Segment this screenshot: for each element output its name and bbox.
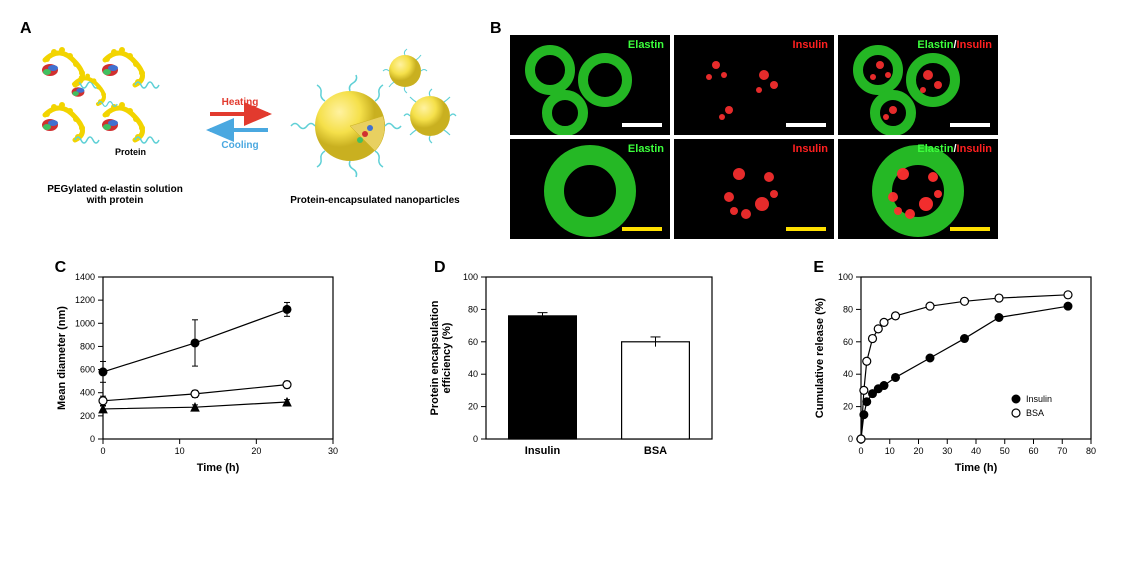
- panel-a: A: [20, 20, 470, 239]
- scale-bar: [786, 123, 826, 127]
- svg-text:80: 80: [468, 304, 478, 314]
- svg-text:20: 20: [251, 446, 261, 456]
- scale-bar: [622, 227, 662, 231]
- scale-bar: [950, 123, 990, 127]
- svg-text:60: 60: [843, 337, 853, 347]
- micro-label: Insulin: [793, 39, 828, 51]
- svg-text:Mean diameter (nm): Mean diameter (nm): [56, 306, 68, 410]
- svg-text:600: 600: [80, 365, 95, 375]
- panel-b: B Elastin Insulin: [490, 20, 1128, 239]
- micro-r1-merge: Elastin/Insulin: [838, 35, 998, 135]
- svg-text:10: 10: [885, 446, 895, 456]
- panel-c: C 0 10 20 30 0 200 400 600 800 1000 1200 1400 Time (…: [45, 259, 345, 479]
- svg-text:40: 40: [468, 369, 478, 379]
- svg-text:20: 20: [468, 402, 478, 412]
- micro-label: Elastin/Insulin: [917, 39, 992, 51]
- svg-text:200: 200: [80, 411, 95, 421]
- svg-text:800: 800: [80, 341, 95, 351]
- svg-text:Protein encapsulationefficienc: Protein encapsulationefficiency (%): [429, 300, 453, 415]
- svg-text:70: 70: [1058, 446, 1068, 456]
- svg-text:80: 80: [843, 304, 853, 314]
- svg-text:40: 40: [843, 369, 853, 379]
- svg-text:1400: 1400: [75, 272, 95, 282]
- svg-text:20: 20: [914, 446, 924, 456]
- micro-label: Elastin/Insulin: [917, 143, 992, 155]
- scale-bar: [622, 123, 662, 127]
- micro-r2-elastin: Elastin: [510, 139, 670, 239]
- micro-r2-merge: Elastin/Insulin: [838, 139, 998, 239]
- svg-text:0: 0: [473, 434, 478, 444]
- svg-text:Time (h): Time (h): [955, 462, 998, 474]
- svg-text:10: 10: [174, 446, 184, 456]
- svg-text:20: 20: [843, 402, 853, 412]
- micro-label: Elastin: [628, 39, 664, 51]
- svg-text:40: 40: [971, 446, 981, 456]
- svg-text:100: 100: [838, 272, 853, 282]
- micrograph-grid: Elastin Insulin: [510, 35, 1118, 239]
- svg-text:0: 0: [859, 446, 864, 456]
- chart-e-svg: 0 10 20 30 40 50 60 70 80 0 20 40 60 80 100 Time (h) Cum…: [803, 259, 1103, 479]
- chart-d-svg: 0 20 40 60 80 100 Protein encapsulationefficie…: [424, 259, 724, 479]
- micro-label: Elastin: [628, 143, 664, 155]
- chart-c-svg: 0 10 20 30 0 200 400 600 800 1000 1200 1400 Time (h)…: [45, 259, 345, 479]
- svg-text:BSA: BSA: [644, 445, 667, 457]
- svg-text:Insulin: Insulin: [525, 445, 561, 457]
- scale-bar: [950, 227, 990, 231]
- protein-label: Protein: [115, 147, 146, 157]
- svg-text:80: 80: [1086, 446, 1096, 456]
- panel-e-label: E: [813, 259, 824, 277]
- micro-r1-insulin: Insulin: [674, 35, 834, 135]
- svg-text:Insulin: Insulin: [1026, 394, 1052, 404]
- panel-e: E 0 10 20 30 40 50 60 70 80 0 20 40 60 80 100 Time (h) C…: [803, 259, 1103, 479]
- svg-text:BSA: BSA: [1026, 408, 1044, 418]
- panel-d: D 0 20 40 60 80 100 Protein encapsulationeffic…: [424, 259, 724, 479]
- micro-label: Insulin: [793, 143, 828, 155]
- solution-schematic: Protein PEGylated α-elastin solution wit…: [40, 40, 190, 206]
- svg-text:1000: 1000: [75, 318, 95, 328]
- svg-text:100: 100: [463, 272, 478, 282]
- svg-text:60: 60: [1029, 446, 1039, 456]
- arrows: Heating Cooling: [200, 96, 280, 151]
- svg-text:0: 0: [100, 446, 105, 456]
- particle-svg: [290, 41, 460, 191]
- svg-text:30: 30: [943, 446, 953, 456]
- svg-text:400: 400: [80, 388, 95, 398]
- svg-text:0: 0: [90, 434, 95, 444]
- svg-text:60: 60: [468, 337, 478, 347]
- svg-text:30: 30: [328, 446, 338, 456]
- svg-text:1200: 1200: [75, 295, 95, 305]
- panel-d-label: D: [434, 259, 446, 277]
- svg-text:Time (h): Time (h): [196, 462, 239, 474]
- micro-r1-elastin: Elastin: [510, 35, 670, 135]
- particle-caption: Protein-encapsulated nanoparticles: [290, 195, 460, 206]
- svg-text:0: 0: [848, 434, 853, 444]
- panel-a-label: A: [20, 20, 32, 38]
- scale-bar: [786, 227, 826, 231]
- svg-text:50: 50: [1000, 446, 1010, 456]
- panel-c-label: C: [55, 259, 67, 277]
- particle-schematic: Protein-encapsulated nanoparticles: [290, 41, 460, 206]
- solution-svg: Protein: [40, 40, 190, 180]
- solution-caption: PEGylated α-elastin solution with protei…: [40, 184, 190, 206]
- panel-b-label: B: [490, 20, 502, 38]
- svg-text:Cumulative release (%): Cumulative release (%): [814, 297, 826, 418]
- micro-r2-insulin: Insulin: [674, 139, 834, 239]
